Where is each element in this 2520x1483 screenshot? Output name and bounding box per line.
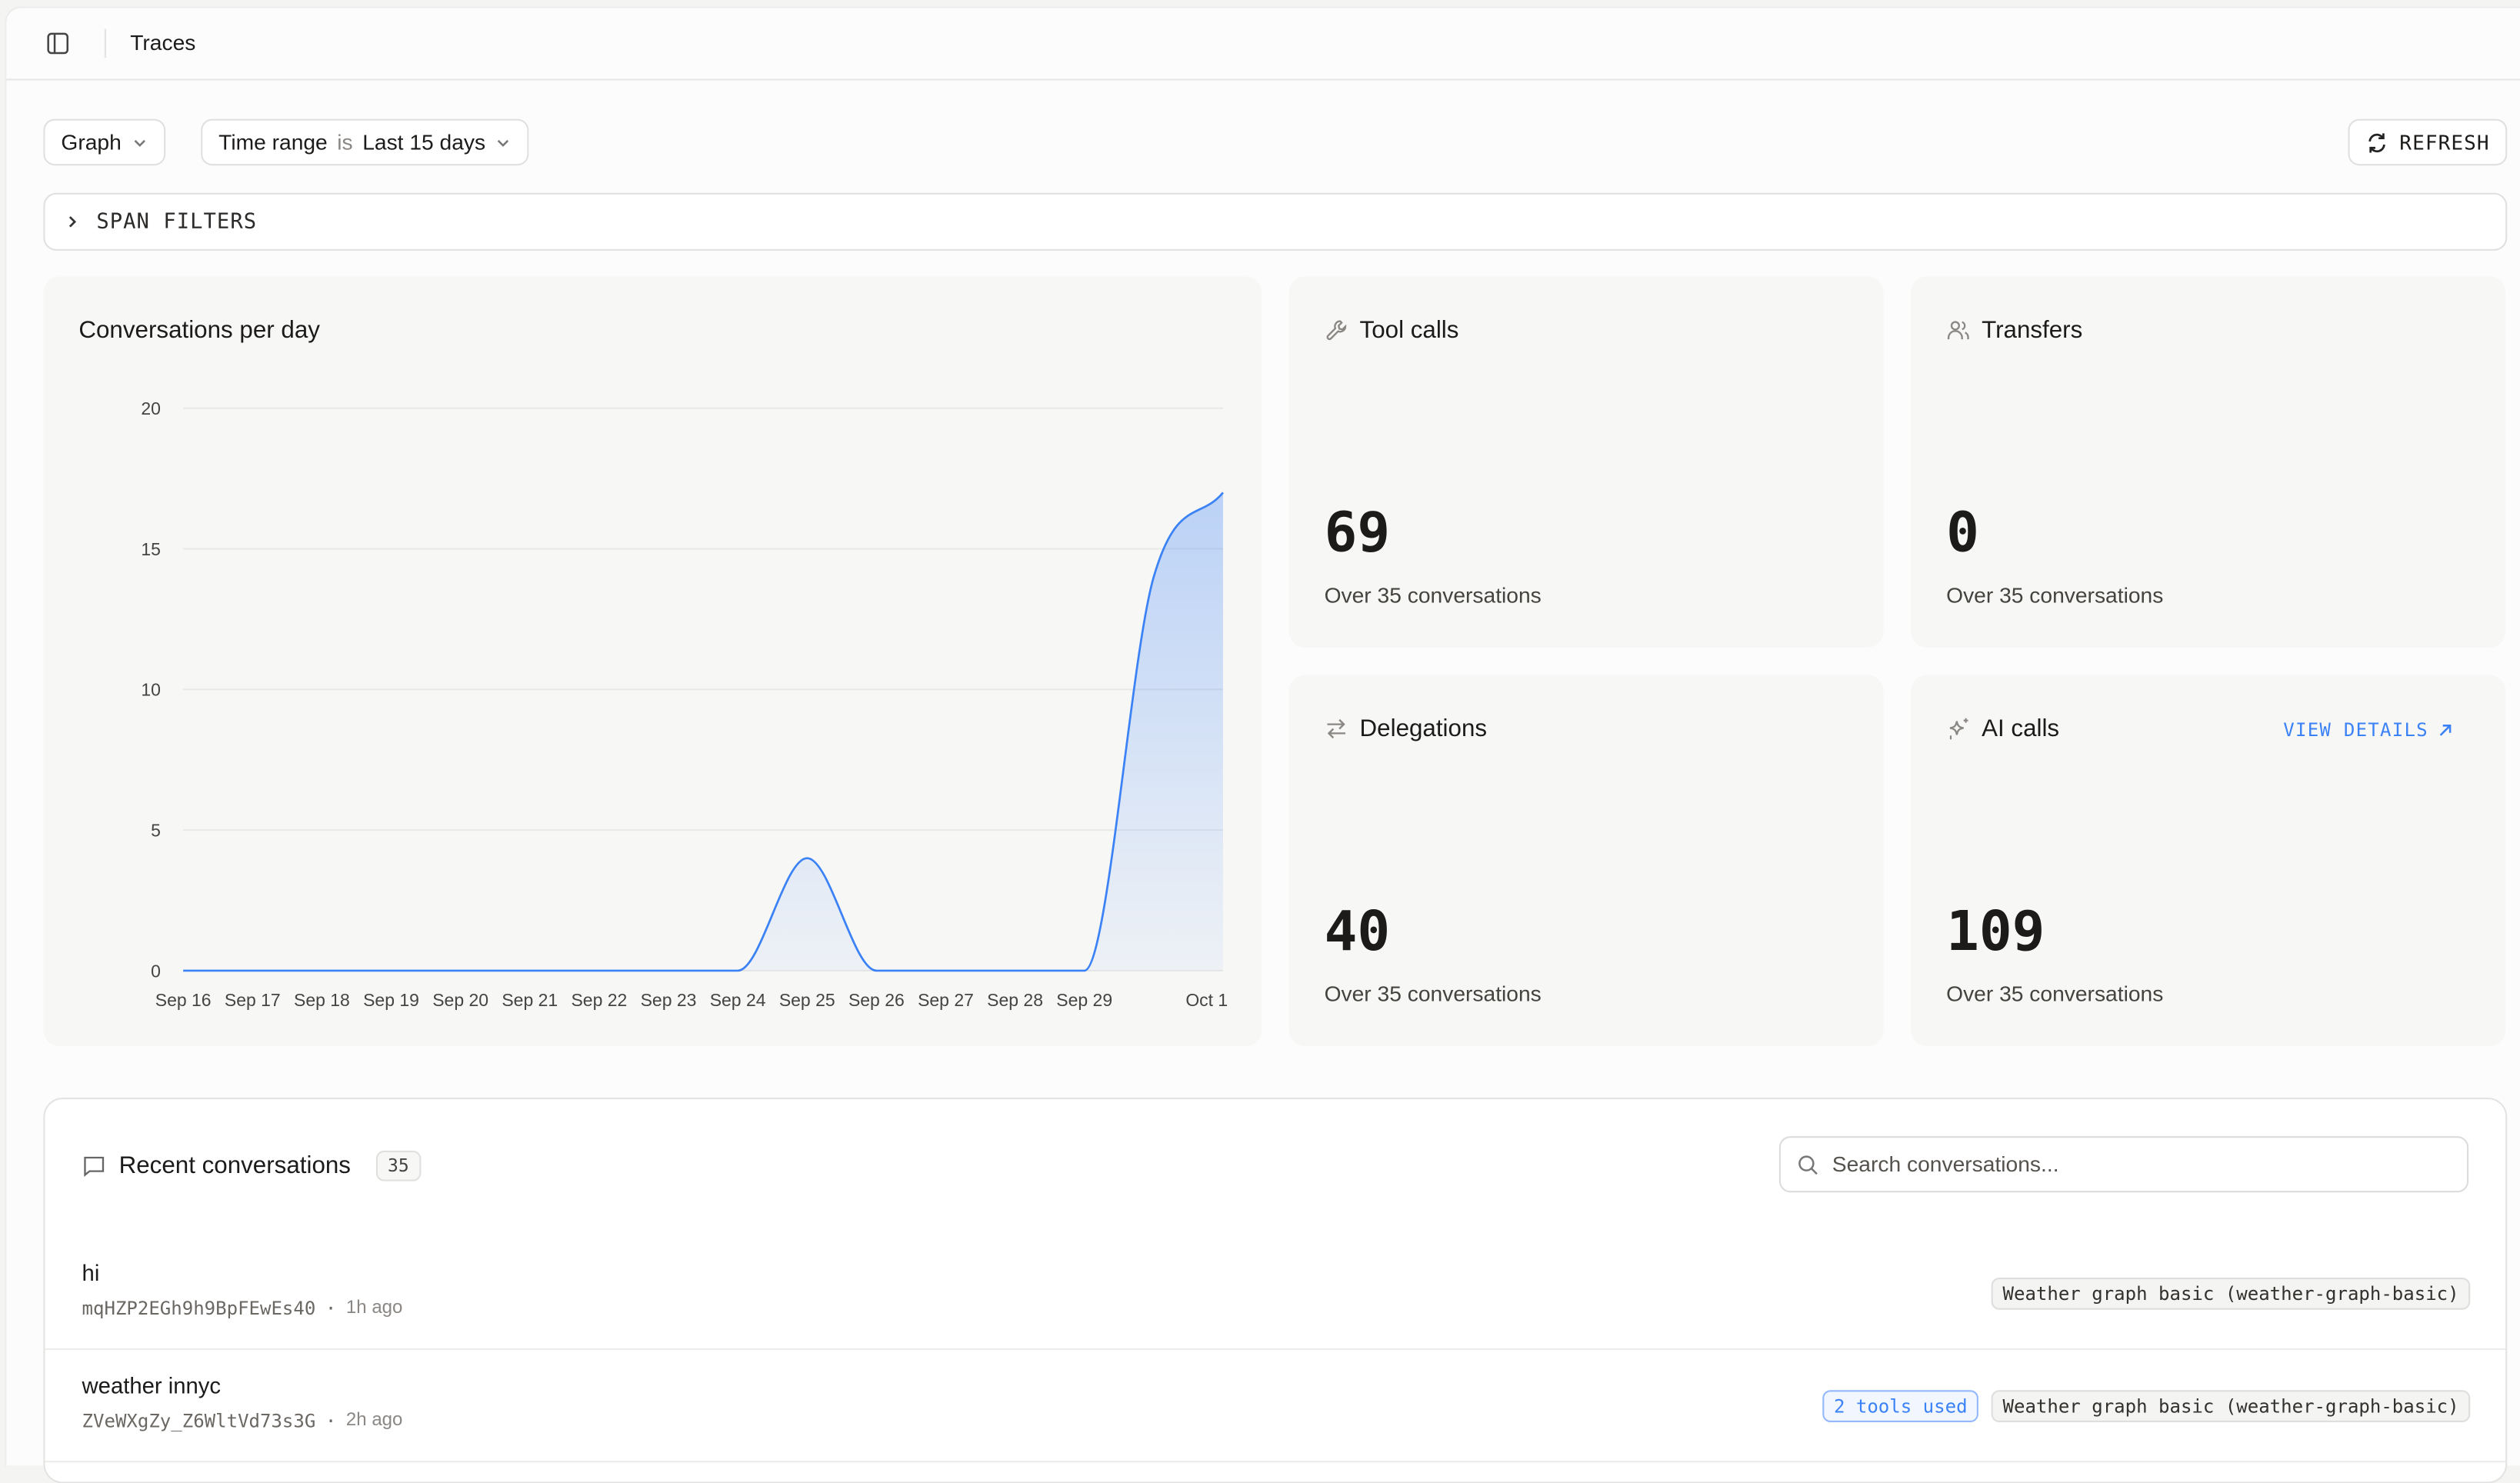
conversation-time: 1h ago — [345, 1298, 403, 1318]
y-tick-label: 5 — [151, 820, 161, 840]
stat-title: AI calls — [1982, 715, 2060, 743]
span-filters-label: SPAN FILTERS — [96, 209, 258, 234]
x-tick-label: Sep 23 — [641, 990, 697, 1010]
stat-subtitle: Over 35 conversations — [1324, 981, 1542, 1006]
x-tick-label: Sep 28 — [987, 990, 1043, 1010]
stat-value: 40 — [1324, 900, 1391, 965]
page-title: Traces — [130, 30, 196, 55]
stat-value: 69 — [1324, 501, 1391, 566]
stat-subtitle: Over 35 conversations — [1946, 981, 2164, 1006]
separator-dot: · — [325, 1297, 337, 1320]
stat-subtitle: Over 35 conversations — [1324, 583, 1542, 608]
page-header: Traces — [6, 8, 2520, 81]
agent-tag: Weather graph basic (weather-graph-basic… — [1991, 1277, 2471, 1310]
y-tick-label: 10 — [141, 680, 161, 700]
tools-used-badge: 2 tools used — [1822, 1390, 1979, 1423]
chart-title: Conversations per day — [78, 316, 320, 345]
conversation-title: hi — [82, 1260, 100, 1286]
conversation-id: mqHZP2EGh9h9BpFEwEs40 — [82, 1297, 316, 1320]
arrows-swap-icon — [1327, 718, 1345, 739]
filter-value: Last 15 days — [362, 130, 486, 155]
separator-dot: · — [325, 1409, 337, 1432]
x-tick-label: Sep 27 — [918, 990, 974, 1010]
stat-subtitle: Over 35 conversations — [1946, 583, 2164, 608]
time-range-filter[interactable]: Time range is Last 15 days — [201, 118, 529, 166]
x-tick-label: Sep 19 — [363, 990, 419, 1010]
main-panel: Traces Graph Time range is Last 15 days … — [5, 6, 2520, 1483]
refresh-button[interactable]: REFRESH — [2348, 118, 2508, 166]
search-input[interactable] — [1832, 1152, 2468, 1177]
x-tick-label: Sep 16 — [155, 990, 212, 1010]
search-box[interactable] — [1778, 1136, 2469, 1193]
x-tick-label: Sep 18 — [294, 990, 350, 1010]
span-filters-toggle[interactable]: SPAN FILTERS — [43, 192, 2508, 251]
x-tick-label: Oct 1 — [1185, 990, 1228, 1010]
conversations-chart: 0 5 10 15 20 Sep 16 Sep 17 Sep 18 Sep 19 Sep 20 Se… — [141, 398, 1228, 1010]
users-icon — [1947, 321, 1969, 340]
refresh-label: REFRESH — [2399, 130, 2490, 155]
conversation-title: weather innyc — [82, 1372, 222, 1398]
x-tick-label: Sep 29 — [1056, 990, 1112, 1010]
agent-tag: Weather graph basic (weather-graph-basic… — [1991, 1390, 2471, 1423]
conversation-time: 2h ago — [345, 1411, 403, 1431]
chevron-down-icon — [497, 138, 509, 146]
view-select[interactable]: Graph — [43, 118, 165, 166]
stat-value: 109 — [1946, 900, 2045, 965]
view-details-label: VIEW DETAILS — [2283, 718, 2428, 742]
y-tick-label: 0 — [151, 961, 161, 981]
x-tick-label: Sep 21 — [502, 990, 558, 1010]
recent-conversations-header: Recent conversations 35 — [82, 1150, 421, 1181]
stat-card-delegations: Delegations 40 Over 35 conversations — [1288, 675, 1884, 1047]
x-tick-label: Sep 22 — [571, 990, 627, 1010]
view-select-value: Graph — [61, 130, 122, 155]
y-tick-label: 15 — [141, 539, 161, 559]
sparkle-icon — [1949, 718, 1968, 740]
conversation-row[interactable]: hi mqHZP2EGh9h9BpFEwEs40 · 1h ago Weather … — [45, 1238, 2506, 1351]
sidebar-toggle-icon[interactable] — [47, 32, 69, 55]
conversations-chart-card: Conversations per day 0 5 10 15 20 Sep 16 Sep … — [43, 276, 1262, 1047]
x-tick-label: Sep 26 — [848, 990, 905, 1010]
stat-title: Tool calls — [1359, 316, 1459, 345]
stat-card-transfers: Transfers 0 Over 35 conversations — [1911, 276, 2506, 648]
recent-conversations-title: Recent conversations — [118, 1152, 351, 1180]
message-icon — [84, 1156, 105, 1178]
arrow-up-right-icon — [2439, 724, 2452, 735]
y-tick-label: 20 — [141, 398, 161, 418]
stat-card-ai-calls: AI calls VIEW DETAILS 109 Over 35 conver… — [1911, 675, 2506, 1047]
x-tick-label: Sep 20 — [432, 990, 488, 1010]
stat-title: Delegations — [1359, 715, 1488, 743]
conversation-row[interactable]: weather innyc ZVeWXgZy_Z6WltVd73s3G · 2h a… — [45, 1350, 2506, 1463]
conversation-count-badge: 35 — [376, 1150, 421, 1181]
search-icon — [1798, 1155, 1818, 1175]
x-tick-label: Sep 25 — [779, 990, 835, 1010]
filter-operator: is — [337, 130, 353, 155]
recent-conversations-panel: Recent conversations 35 hi mqHZP2EGh9h9B… — [43, 1097, 2508, 1483]
conversation-id: ZVeWXgZy_Z6WltVd73s3G — [82, 1409, 316, 1432]
chevron-right-icon — [68, 216, 77, 228]
series-area — [183, 492, 1223, 971]
header-divider — [104, 28, 106, 58]
stat-card-tool-calls: Tool calls 69 Over 35 conversations — [1288, 276, 1884, 648]
x-tick-label: Sep 17 — [225, 990, 281, 1010]
filter-field: Time range — [218, 130, 328, 155]
refresh-icon — [2368, 132, 2385, 152]
chevron-down-icon — [133, 138, 145, 146]
wrench-icon — [1326, 320, 1347, 341]
stat-title: Transfers — [1982, 316, 2083, 345]
x-tick-label: Sep 24 — [710, 990, 766, 1010]
series-line — [183, 492, 1224, 972]
stat-value: 0 — [1946, 501, 1979, 566]
view-details-link[interactable]: VIEW DETAILS — [2283, 718, 2452, 741]
